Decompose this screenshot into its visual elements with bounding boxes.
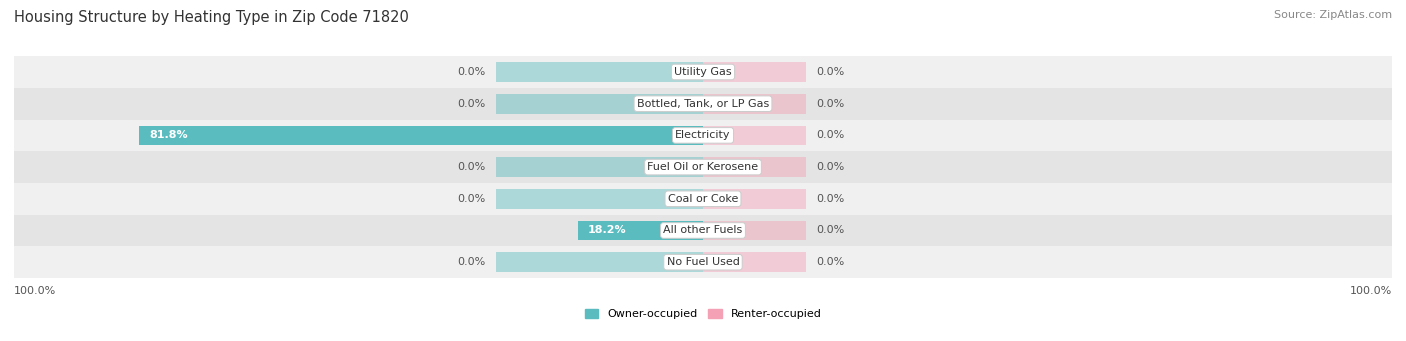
Bar [496, 189, 703, 209]
Text: 81.8%: 81.8% [150, 130, 188, 140]
Bar [14, 214, 1392, 246]
Bar [14, 56, 1392, 88]
Bar [703, 189, 807, 209]
Bar [14, 151, 1392, 183]
Legend: Owner-occupied, Renter-occupied: Owner-occupied, Renter-occupied [581, 304, 825, 324]
Text: 0.0%: 0.0% [817, 162, 845, 172]
Bar [496, 94, 703, 114]
Text: 18.2%: 18.2% [588, 225, 627, 236]
Text: No Fuel Used: No Fuel Used [666, 257, 740, 267]
Bar [703, 221, 807, 240]
Text: 0.0%: 0.0% [458, 162, 486, 172]
Bar [496, 252, 703, 272]
Text: Housing Structure by Heating Type in Zip Code 71820: Housing Structure by Heating Type in Zip… [14, 10, 409, 25]
Text: Fuel Oil or Kerosene: Fuel Oil or Kerosene [647, 162, 759, 172]
Text: 0.0%: 0.0% [458, 257, 486, 267]
Bar [14, 246, 1392, 278]
Bar [578, 221, 703, 240]
Bar [703, 94, 807, 114]
Bar [703, 157, 807, 177]
Bar [703, 125, 807, 145]
Bar [14, 183, 1392, 214]
Text: 0.0%: 0.0% [817, 130, 845, 140]
Text: 0.0%: 0.0% [817, 225, 845, 236]
Bar [139, 125, 703, 145]
Bar [703, 62, 807, 82]
Bar [14, 88, 1392, 120]
Text: 0.0%: 0.0% [458, 67, 486, 77]
Text: 100.0%: 100.0% [14, 286, 56, 296]
Text: Utility Gas: Utility Gas [675, 67, 731, 77]
Text: 0.0%: 0.0% [817, 257, 845, 267]
Text: 0.0%: 0.0% [458, 194, 486, 204]
Text: 0.0%: 0.0% [458, 99, 486, 109]
Text: Bottled, Tank, or LP Gas: Bottled, Tank, or LP Gas [637, 99, 769, 109]
Text: Source: ZipAtlas.com: Source: ZipAtlas.com [1274, 10, 1392, 20]
Bar [496, 62, 703, 82]
Text: Electricity: Electricity [675, 130, 731, 140]
Text: 0.0%: 0.0% [817, 194, 845, 204]
Text: 100.0%: 100.0% [1350, 286, 1392, 296]
Text: Coal or Coke: Coal or Coke [668, 194, 738, 204]
Text: All other Fuels: All other Fuels [664, 225, 742, 236]
Bar [14, 120, 1392, 151]
Bar [496, 157, 703, 177]
Text: 0.0%: 0.0% [817, 67, 845, 77]
Text: 0.0%: 0.0% [817, 99, 845, 109]
Bar [703, 252, 807, 272]
